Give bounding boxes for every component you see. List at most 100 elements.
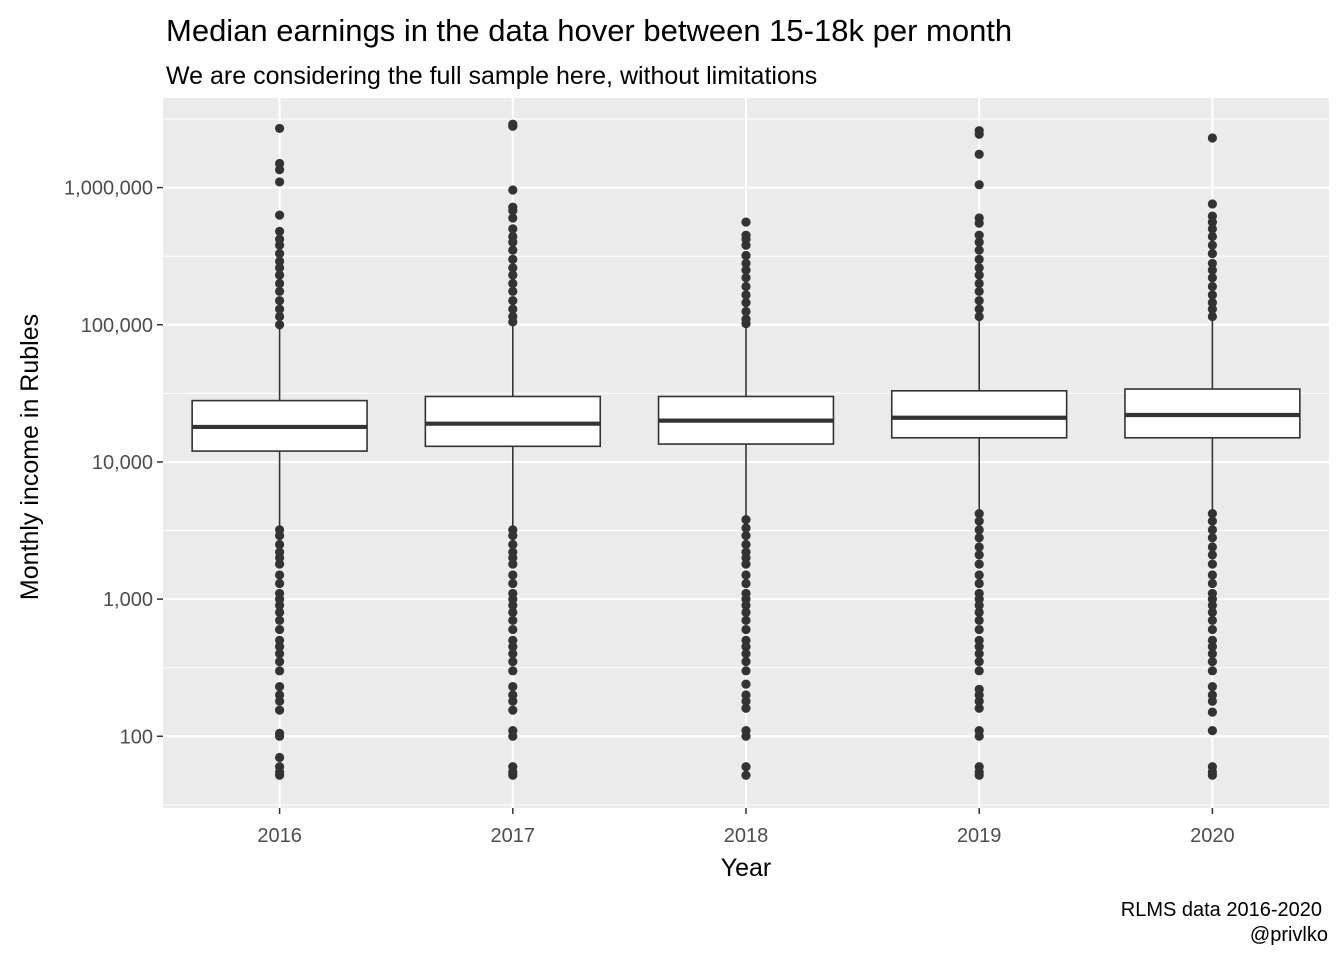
y-tick-label: 1,000,000 <box>64 178 153 200</box>
outlier-point <box>508 539 518 550</box>
outlier-point <box>508 570 518 580</box>
outlier-point <box>974 624 984 635</box>
outlier-point <box>1207 770 1217 780</box>
outlier-point <box>1207 516 1217 526</box>
outlier-point <box>275 559 285 569</box>
outlier-point <box>1207 290 1217 300</box>
outlier-point <box>1207 696 1217 706</box>
outlier-point <box>275 256 285 266</box>
outlier-point <box>974 525 984 535</box>
outlier-point <box>275 539 285 550</box>
outlier-point <box>275 649 285 659</box>
outlier-point <box>275 642 285 652</box>
outlier-point <box>1207 725 1217 736</box>
caption-author: @privlko <box>1250 924 1328 946</box>
caption-source: RLMS data 2016-2020 <box>1121 899 1322 921</box>
x-tick-label: 2018 <box>724 825 769 847</box>
outlier-point <box>1207 525 1217 535</box>
outlier-point <box>741 600 751 610</box>
outlier-point <box>1207 217 1217 227</box>
outlier-point <box>1207 304 1217 314</box>
outlier-point <box>741 523 751 533</box>
outlier-point <box>508 263 518 273</box>
outlier-point <box>741 762 751 772</box>
outlier-point <box>1207 224 1217 234</box>
outlier-point <box>974 731 984 741</box>
outlier-point <box>1207 682 1217 692</box>
outlier-point <box>508 649 518 659</box>
outlier-point <box>508 286 518 297</box>
outlier-point <box>508 705 518 715</box>
outlier-point <box>974 270 984 280</box>
boxplot-2020 <box>1124 133 1301 780</box>
outlier-point <box>974 129 984 139</box>
y-tick-label: 100 <box>120 726 153 748</box>
outlier-point <box>275 304 285 314</box>
outlier-point <box>974 657 984 667</box>
outlier-point <box>974 311 984 322</box>
outlier-point <box>741 298 751 308</box>
outlier-point <box>741 258 751 269</box>
outlier-point <box>1207 133 1217 143</box>
outlier-point <box>508 245 518 255</box>
outlier-point <box>974 703 984 713</box>
outlier-point <box>741 531 751 541</box>
outlier-point <box>1207 578 1217 589</box>
outlier-point <box>508 770 518 780</box>
outlier-point <box>508 278 518 289</box>
outlier-point <box>275 615 285 625</box>
outlier-point <box>508 657 518 667</box>
outlier-point <box>1207 231 1217 242</box>
outlier-point <box>974 542 984 552</box>
outlier-point <box>1207 642 1217 652</box>
outlier-point <box>275 263 285 273</box>
outlier-point <box>508 559 518 569</box>
x-tick-label: 2019 <box>957 825 1002 847</box>
outlier-point <box>275 752 285 763</box>
x-axis-title: Year <box>721 854 772 882</box>
chart-title: Median earnings in the data hover betwee… <box>166 13 1012 48</box>
outlier-point <box>508 531 518 541</box>
outlier-point <box>508 270 518 280</box>
outlier-point <box>974 304 984 314</box>
outlier-point <box>741 578 751 589</box>
outlier-point <box>741 679 751 689</box>
outlier-point <box>974 600 984 610</box>
outlier-point <box>974 533 984 543</box>
outlier-point <box>974 559 984 569</box>
outlier-point <box>1207 649 1217 659</box>
outlier-point <box>1207 624 1217 635</box>
outlier-point <box>508 607 518 618</box>
outlier-point <box>741 318 751 329</box>
outlier-point <box>1207 615 1217 625</box>
y-tick-label: 1,000 <box>103 589 153 611</box>
outlier-point <box>1207 666 1217 676</box>
y-axis-ticks: 100 1,000 10,000 100,000 1,000,000 <box>64 178 163 748</box>
outlier-point <box>1207 249 1217 259</box>
outlier-point <box>275 657 285 667</box>
outlier-point <box>508 600 518 610</box>
outlier-point <box>741 624 751 635</box>
outlier-point <box>1207 657 1217 667</box>
outlier-point <box>275 531 285 541</box>
outlier-point <box>974 254 984 264</box>
outlier-point <box>275 286 285 297</box>
y-tick-label: 10,000 <box>92 452 153 474</box>
outlier-point <box>741 666 751 676</box>
outlier-point <box>275 177 285 187</box>
outlier-point <box>741 539 751 550</box>
outlier-point <box>741 731 751 741</box>
boxplots <box>191 119 1301 780</box>
outlier-point <box>974 649 984 659</box>
outlier-point <box>974 570 984 580</box>
outlier-point <box>741 290 751 300</box>
outlier-point <box>275 705 285 715</box>
outlier-point <box>974 286 984 297</box>
outlier-point <box>974 642 984 652</box>
outlier-point <box>275 731 285 741</box>
outlier-point <box>508 224 518 234</box>
outlier-point <box>741 657 751 667</box>
outlier-point <box>1207 707 1217 717</box>
outlier-point <box>275 165 285 175</box>
outlier-point <box>508 205 518 216</box>
